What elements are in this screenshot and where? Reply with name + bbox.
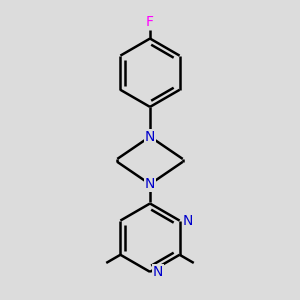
Text: N: N	[145, 130, 155, 144]
Text: N: N	[183, 214, 193, 228]
Text: N: N	[145, 177, 155, 191]
Text: N: N	[153, 265, 163, 279]
Text: F: F	[146, 15, 154, 29]
